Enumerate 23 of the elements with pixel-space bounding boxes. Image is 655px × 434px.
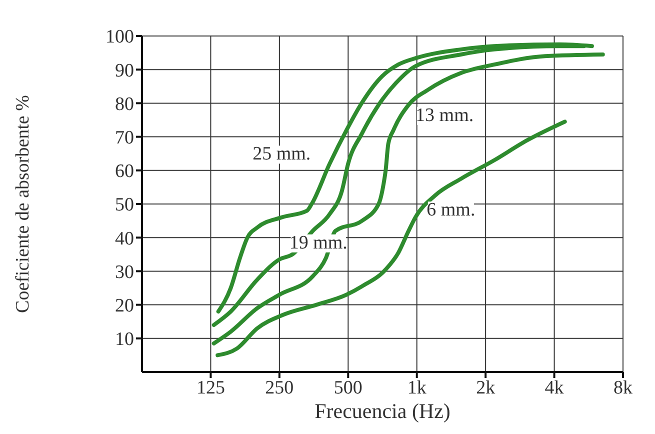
series-label: 13 mm. — [416, 104, 474, 126]
x-tick-label: 250 — [265, 377, 294, 398]
y-tick-label: 10 — [115, 329, 134, 350]
y-tick-label: 70 — [115, 128, 134, 149]
y-tick-label: 30 — [115, 262, 134, 283]
series-label: 25 mm. — [252, 144, 311, 165]
x-axis-title: Frecuencia (Hz) — [314, 399, 450, 423]
y-tick-label: 90 — [115, 60, 134, 82]
y-tick-label: 40 — [115, 228, 134, 250]
x-tick-label: 500 — [334, 377, 362, 398]
y-tick-label: 100 — [106, 26, 134, 48]
y-tick-label: 60 — [115, 161, 134, 182]
x-tick-label: 4k — [544, 377, 564, 398]
y-tick-label: 20 — [115, 296, 134, 317]
y-tick-label: 50 — [115, 194, 134, 216]
series-label: 6 mm. — [426, 200, 476, 221]
x-tick-label: 125 — [196, 377, 225, 398]
y-axis-title: Coeficiente de absorbente % — [12, 94, 34, 313]
y-tick-label: 80 — [115, 94, 134, 115]
x-tick-label: 1k — [407, 377, 427, 398]
series-label: 19 mm. — [289, 232, 348, 254]
x-tick-label: 8k — [614, 377, 633, 398]
x-tick-label: 2k — [476, 377, 496, 398]
